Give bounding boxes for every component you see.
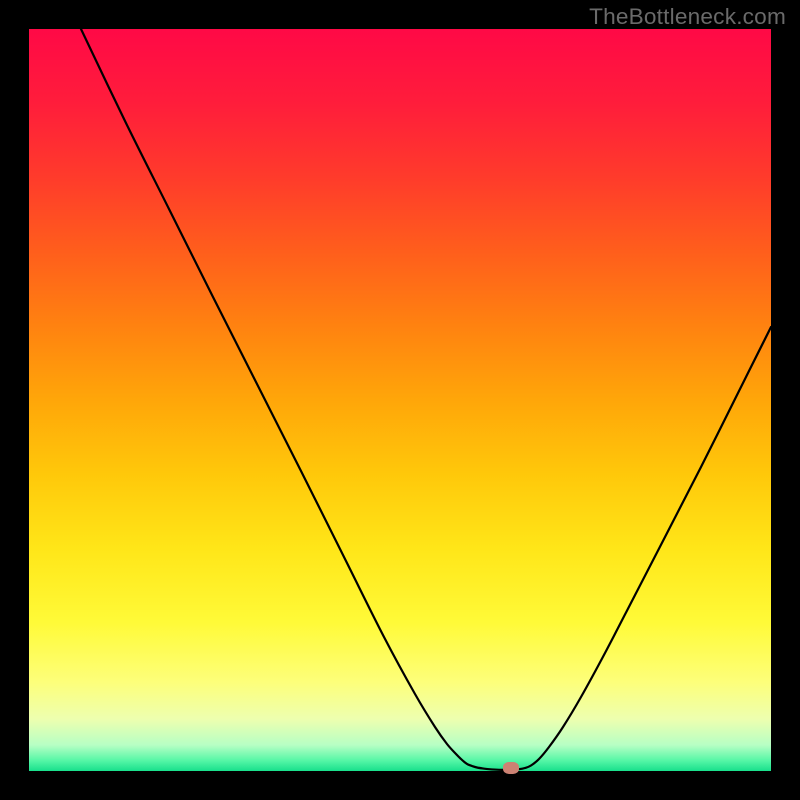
minimum-marker	[503, 762, 519, 774]
gradient-background	[29, 29, 771, 771]
plot-area	[29, 29, 771, 771]
watermark-text: TheBottleneck.com	[589, 4, 786, 30]
plot-svg	[29, 29, 771, 771]
chart-frame: TheBottleneck.com	[0, 0, 800, 800]
